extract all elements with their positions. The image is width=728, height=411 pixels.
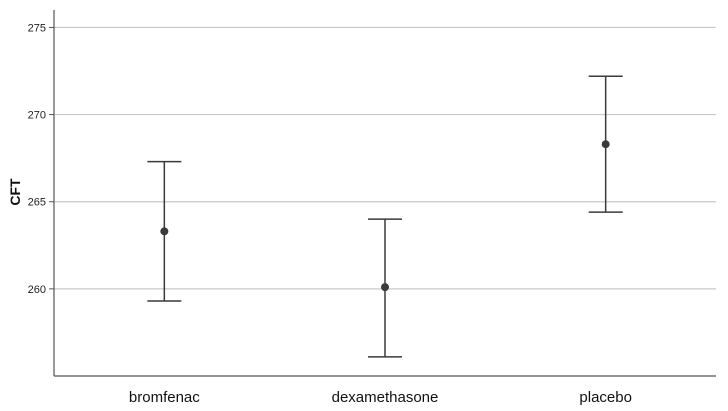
x-category-label-placebo: placebo [579,389,632,406]
y-axis-title: CFT [7,178,23,206]
x-category-label-dexamethasone: dexamethasone [332,389,439,406]
axes [49,10,716,377]
error-bar-dexamethasone [368,218,402,358]
y-tick-label: 275 [28,22,46,34]
error-bar-bromfenac [147,160,182,302]
mean-point [160,227,169,236]
y-tick-label: 265 [28,197,46,209]
mean-point [381,283,389,292]
y-tick-label: 270 [28,110,46,122]
error-bar-placebo [588,75,623,213]
x-category-label-bromfenac: bromfenac [129,389,200,406]
y-tick-labels: 260 265 270 275 [28,22,46,295]
error-bars [147,75,623,358]
y-tick-label: 260 [28,284,46,296]
x-category-labels: bromfenac dexamethasone placebo [129,389,632,406]
mean-point [601,140,610,149]
